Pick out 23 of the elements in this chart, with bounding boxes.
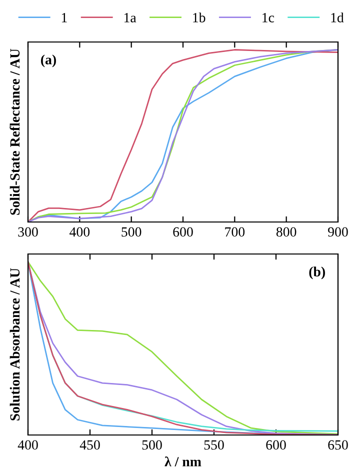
annotation: (b) (309, 266, 325, 280)
x-tick-label: 650 (328, 440, 348, 450)
x-axis-title: λ / nm (164, 456, 202, 466)
x-tick-label: 600 (266, 440, 286, 450)
x-tick-label: 300 (18, 227, 38, 237)
x-tick-label: 450 (80, 440, 100, 450)
x-tick-label: 500 (122, 227, 142, 237)
legend-label: 1c (262, 13, 274, 22)
x-tick-label: 500 (142, 440, 162, 450)
y-axis-title: Solution Absorbance / AU (10, 268, 20, 420)
x-tick-label: 400 (70, 227, 90, 237)
x-tick-label: 550 (204, 440, 224, 450)
x-tick-label: 800 (276, 227, 296, 237)
x-tick-label: 700 (225, 227, 245, 237)
x-tick-label: 900 (328, 227, 348, 237)
legend-label: 1d (331, 12, 344, 22)
annotation: (a) (41, 54, 56, 68)
legend-label: 1b (193, 12, 206, 22)
y-axis-title: Solid-State Reflectance / AU (10, 48, 20, 215)
legend-label: 1 (62, 13, 67, 22)
x-tick-label: 600 (173, 227, 193, 237)
x-tick-label: 400 (18, 440, 38, 450)
legend-label: 1a (124, 13, 136, 22)
